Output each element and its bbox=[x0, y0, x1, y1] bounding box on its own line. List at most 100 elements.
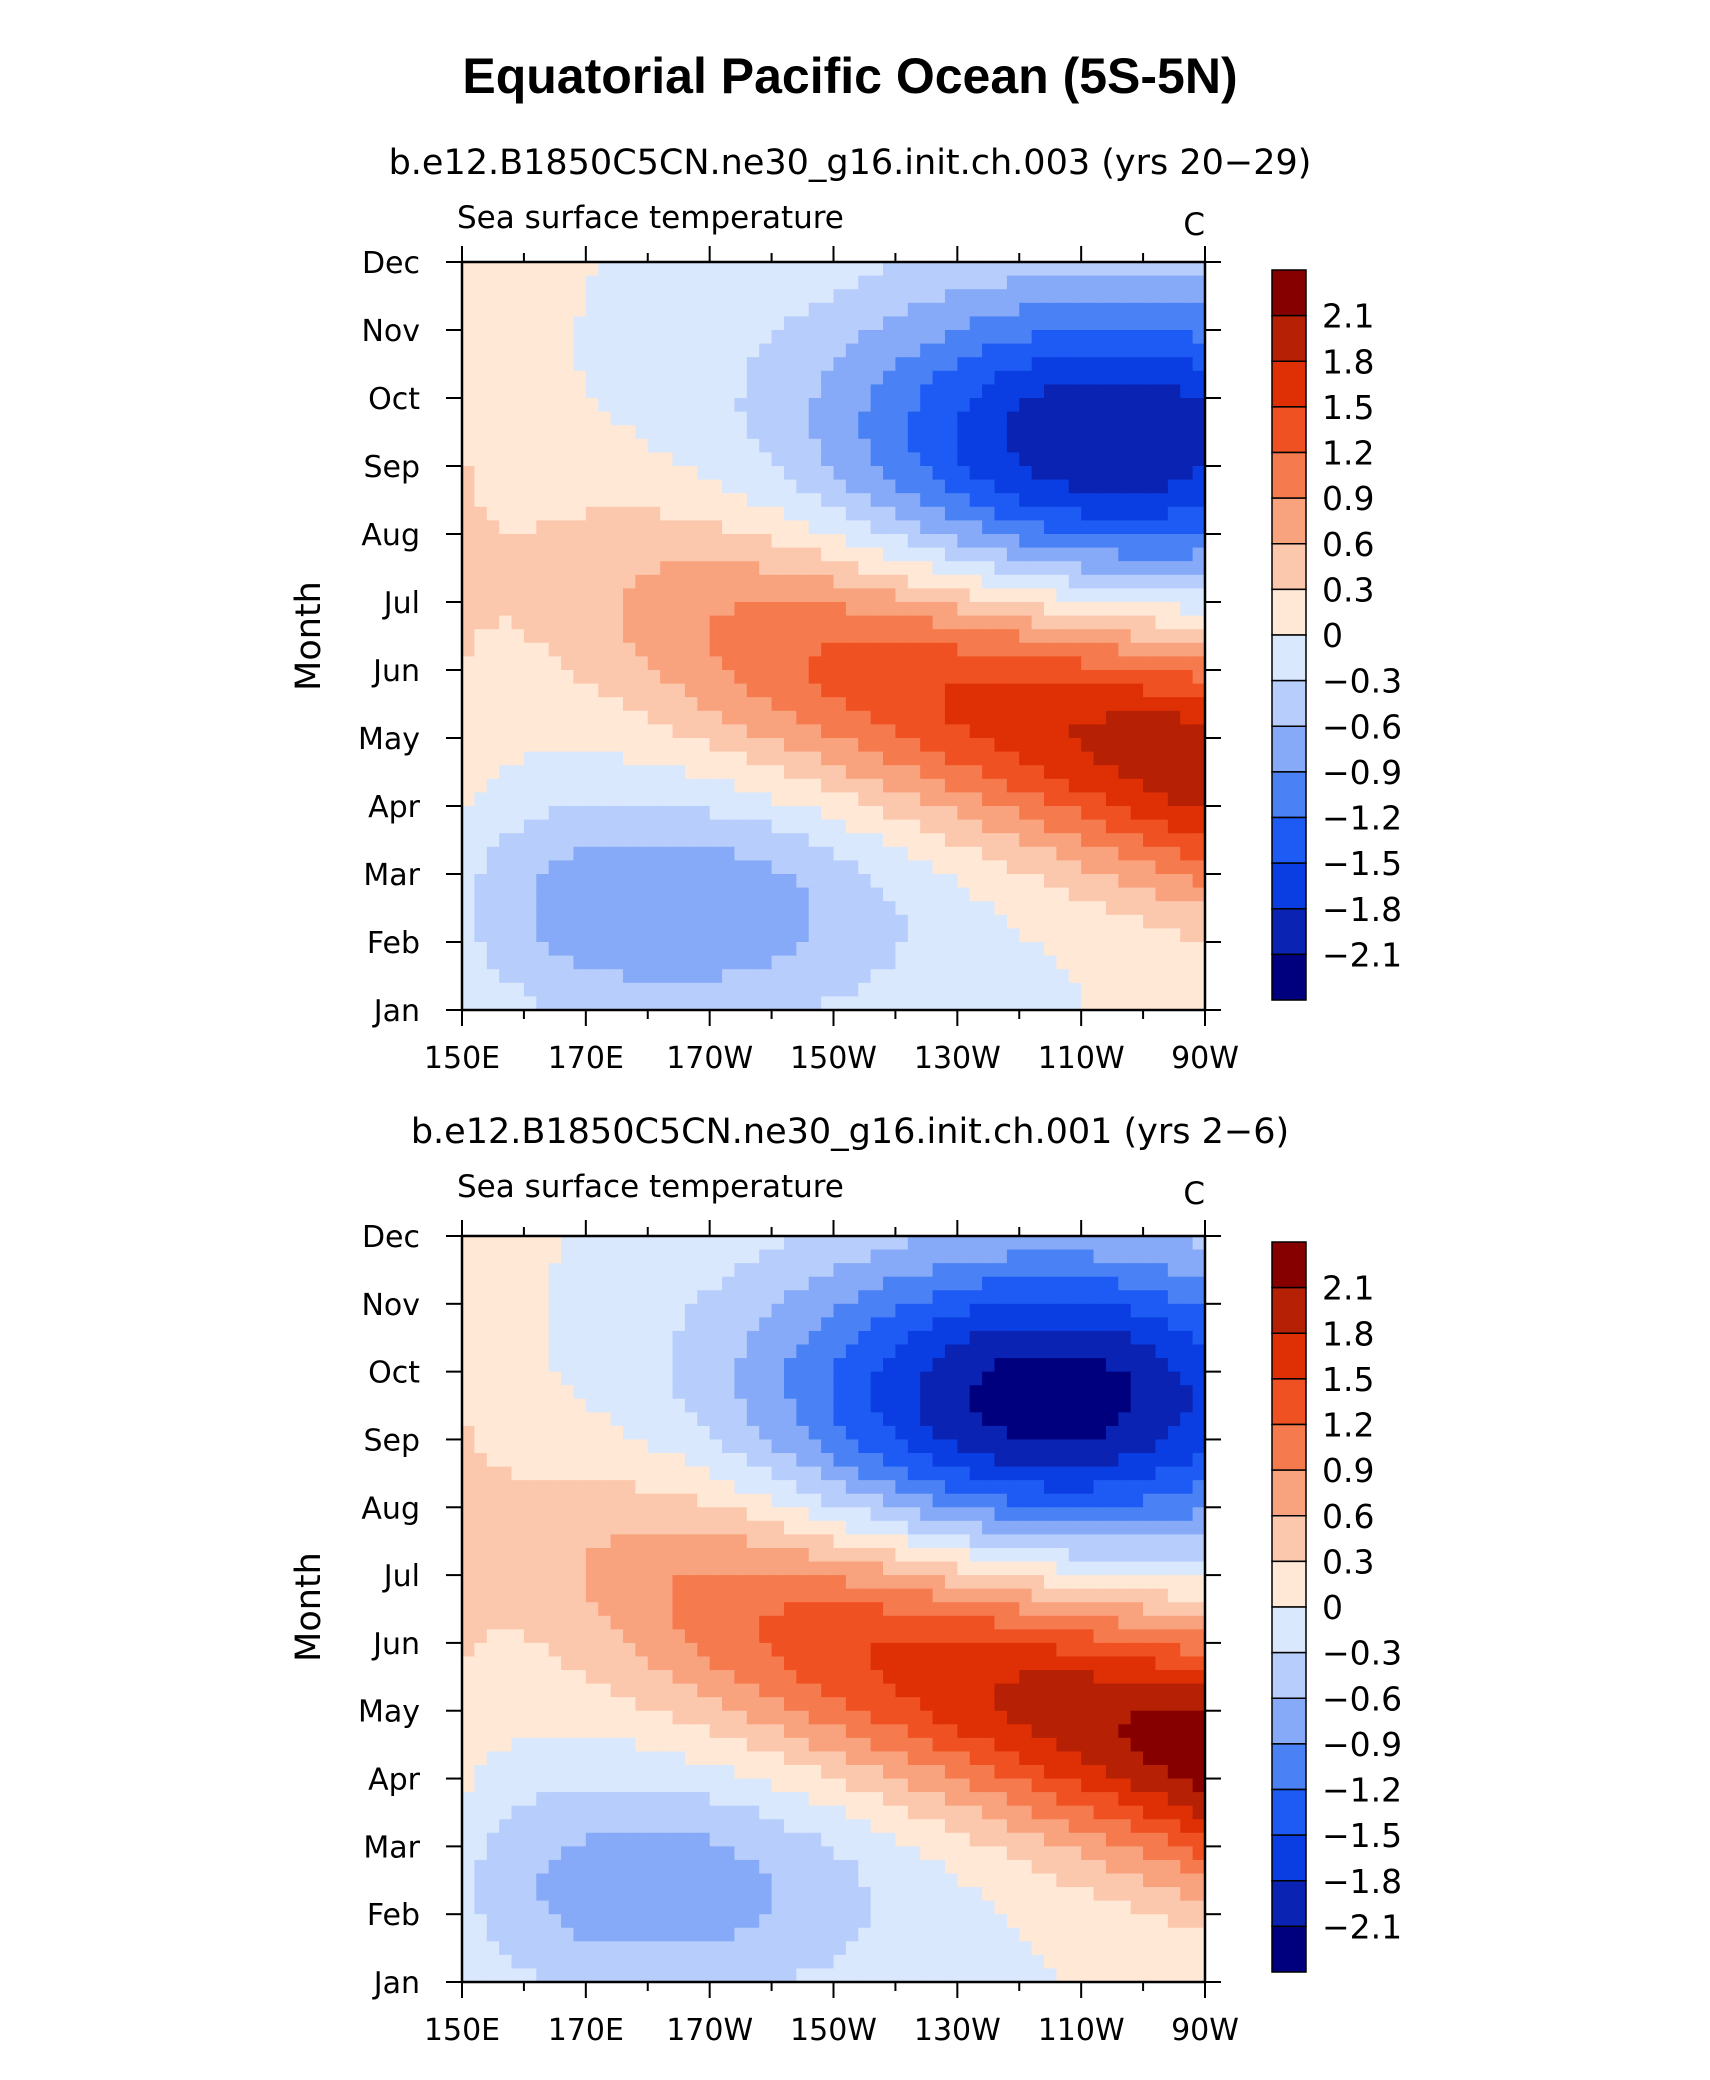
heatmap-cell bbox=[1180, 506, 1194, 522]
heatmap-cell bbox=[1143, 642, 1157, 658]
heatmap-cell bbox=[734, 738, 748, 753]
heatmap-cell bbox=[1019, 384, 1033, 399]
heatmap-cell bbox=[1056, 792, 1070, 807]
heatmap-cell bbox=[1192, 914, 1206, 930]
heatmap-cell bbox=[907, 942, 921, 957]
heatmap-cell bbox=[660, 1412, 674, 1427]
heatmap-cell bbox=[1093, 1561, 1107, 1576]
heatmap-cell bbox=[1093, 901, 1107, 916]
heatmap-cell bbox=[474, 1507, 488, 1522]
heatmap-cell bbox=[845, 398, 859, 413]
heatmap-cell bbox=[536, 697, 550, 712]
heatmap-cell bbox=[920, 1466, 934, 1481]
heatmap-cell bbox=[1192, 466, 1206, 481]
heatmap-cell bbox=[684, 411, 698, 426]
heatmap-cell bbox=[684, 534, 698, 549]
heatmap-cell bbox=[1192, 778, 1206, 794]
heatmap-cell bbox=[734, 874, 748, 889]
heatmap-cell bbox=[1019, 1385, 1033, 1400]
heatmap-cell bbox=[1118, 806, 1132, 821]
heatmap-cell bbox=[858, 1547, 872, 1563]
heatmap-cell bbox=[734, 642, 748, 658]
heatmap-cell bbox=[821, 819, 835, 834]
heatmap-cell bbox=[511, 1371, 525, 1386]
heatmap-cell bbox=[1180, 1344, 1194, 1359]
heatmap-cell bbox=[982, 887, 996, 902]
heatmap-cell bbox=[759, 1534, 773, 1549]
heatmap-cell bbox=[598, 343, 612, 358]
heatmap-cell bbox=[920, 493, 934, 508]
heatmap-cell bbox=[660, 942, 674, 957]
heatmap-cell bbox=[1192, 996, 1206, 1011]
heatmap-cell bbox=[1044, 670, 1058, 685]
heatmap-cell bbox=[1118, 547, 1132, 562]
heatmap-cell bbox=[499, 656, 513, 671]
heatmap-cell bbox=[697, 1290, 711, 1305]
heatmap-cell bbox=[1180, 493, 1194, 508]
heatmap-cell bbox=[1006, 357, 1020, 372]
heatmap-cell bbox=[982, 1493, 996, 1508]
heatmap-cell bbox=[1192, 615, 1206, 630]
heatmap-cell bbox=[672, 656, 686, 671]
heatmap-cell bbox=[1019, 1371, 1033, 1386]
heatmap-cell bbox=[1019, 710, 1033, 726]
heatmap-cell bbox=[1143, 615, 1157, 630]
heatmap-cell bbox=[585, 520, 599, 535]
heatmap-cell bbox=[474, 1398, 488, 1414]
heatmap-cell bbox=[523, 1371, 537, 1386]
heatmap-cell bbox=[796, 969, 810, 984]
heatmap-cell bbox=[499, 425, 513, 440]
heatmap-cell bbox=[907, 357, 921, 372]
heatmap-cell bbox=[1167, 846, 1181, 862]
heatmap-cell bbox=[1093, 887, 1107, 902]
heatmap-cell bbox=[511, 751, 525, 766]
heatmap-cell bbox=[486, 493, 500, 508]
heatmap-cell bbox=[1056, 969, 1070, 984]
heatmap-cell bbox=[697, 642, 711, 658]
heatmap-cell bbox=[833, 289, 847, 304]
heatmap-cell bbox=[709, 561, 723, 576]
heatmap-cell bbox=[944, 479, 959, 494]
heatmap-cell bbox=[796, 466, 810, 481]
heatmap-cell bbox=[462, 1534, 476, 1549]
heatmap-cell bbox=[932, 955, 946, 970]
heatmap-cell bbox=[907, 588, 921, 603]
heatmap-cell bbox=[783, 493, 798, 508]
heatmap-cell bbox=[647, 996, 661, 1011]
heatmap-cell bbox=[957, 493, 971, 508]
heatmap-cell bbox=[1081, 398, 1095, 413]
heatmap-cell bbox=[474, 765, 488, 780]
heatmap-cell bbox=[585, 670, 599, 685]
heatmap-cell bbox=[858, 262, 872, 277]
heatmap-cell bbox=[808, 738, 822, 753]
heatmap-cell bbox=[907, 1236, 921, 1251]
heatmap-cell bbox=[1192, 438, 1206, 454]
heatmap-cell bbox=[1006, 860, 1020, 875]
heatmap-cell bbox=[957, 452, 971, 467]
heatmap-cell bbox=[709, 1344, 723, 1359]
heatmap-cell bbox=[709, 846, 723, 862]
heatmap-cell bbox=[622, 765, 637, 780]
heatmap-cell bbox=[697, 1520, 711, 1536]
heatmap-cell bbox=[1192, 942, 1206, 957]
heatmap-cell bbox=[561, 438, 575, 454]
heatmap-cell bbox=[1167, 765, 1181, 780]
heatmap-cell bbox=[1118, 425, 1132, 440]
heatmap-cell bbox=[982, 1303, 996, 1319]
heatmap-cell bbox=[1118, 928, 1132, 943]
heatmap-cell bbox=[771, 1290, 785, 1305]
heatmap-cell bbox=[883, 982, 897, 998]
heatmap-cell bbox=[982, 874, 996, 889]
heatmap-cell bbox=[796, 615, 810, 630]
heatmap-cell bbox=[697, 411, 711, 426]
heatmap-cell bbox=[1019, 969, 1033, 984]
heatmap-cell bbox=[660, 547, 674, 562]
heatmap-cell bbox=[759, 466, 773, 481]
heatmap-cell bbox=[1006, 561, 1020, 576]
heatmap-cell bbox=[969, 1344, 983, 1359]
heatmap-cell bbox=[821, 275, 835, 290]
heatmap-cell bbox=[573, 1358, 587, 1373]
heatmap-cell bbox=[1006, 1303, 1020, 1319]
heatmap-cell bbox=[1044, 1453, 1058, 1468]
heatmap-cell bbox=[870, 1575, 884, 1590]
